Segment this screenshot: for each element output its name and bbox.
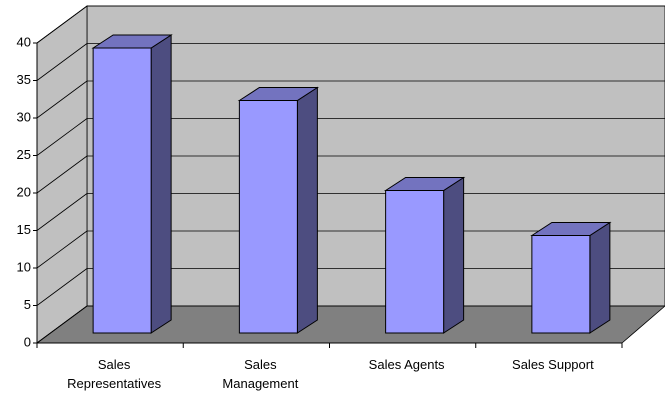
bar [92, 47, 152, 334]
grid-line [36, 80, 88, 119]
grid-line [36, 268, 88, 306]
y-tick-label: 40 [17, 34, 31, 49]
bar [385, 190, 445, 334]
grid-line [36, 230, 88, 269]
grid-line [36, 155, 88, 194]
x-tick-label: Sales Representatives [67, 357, 162, 391]
y-tick-label: 30 [17, 109, 31, 124]
x-tick-label: Sales Agents [368, 357, 445, 372]
grid-line [36, 43, 88, 81]
x-tick-label: Sales Management [222, 357, 299, 391]
grid-line [36, 193, 88, 231]
y-tick-label: 35 [17, 72, 31, 87]
grid-line [36, 5, 88, 44]
y-tick-label: 15 [17, 222, 31, 237]
grid-line [36, 118, 88, 156]
y-tick-label: 20 [17, 184, 31, 199]
bar-side [589, 221, 611, 334]
bar-side [296, 86, 318, 334]
bar-side [150, 34, 172, 334]
bar-side [443, 176, 465, 334]
y-tick-label: 5 [24, 297, 31, 312]
y-tick-label: 0 [24, 334, 31, 349]
y-tick-label: 25 [17, 147, 31, 162]
x-tick-label: Sales Support [512, 357, 594, 372]
y-tick-label: 10 [17, 259, 31, 274]
bar [531, 235, 591, 334]
grid-line [36, 305, 88, 344]
bar [238, 100, 298, 334]
